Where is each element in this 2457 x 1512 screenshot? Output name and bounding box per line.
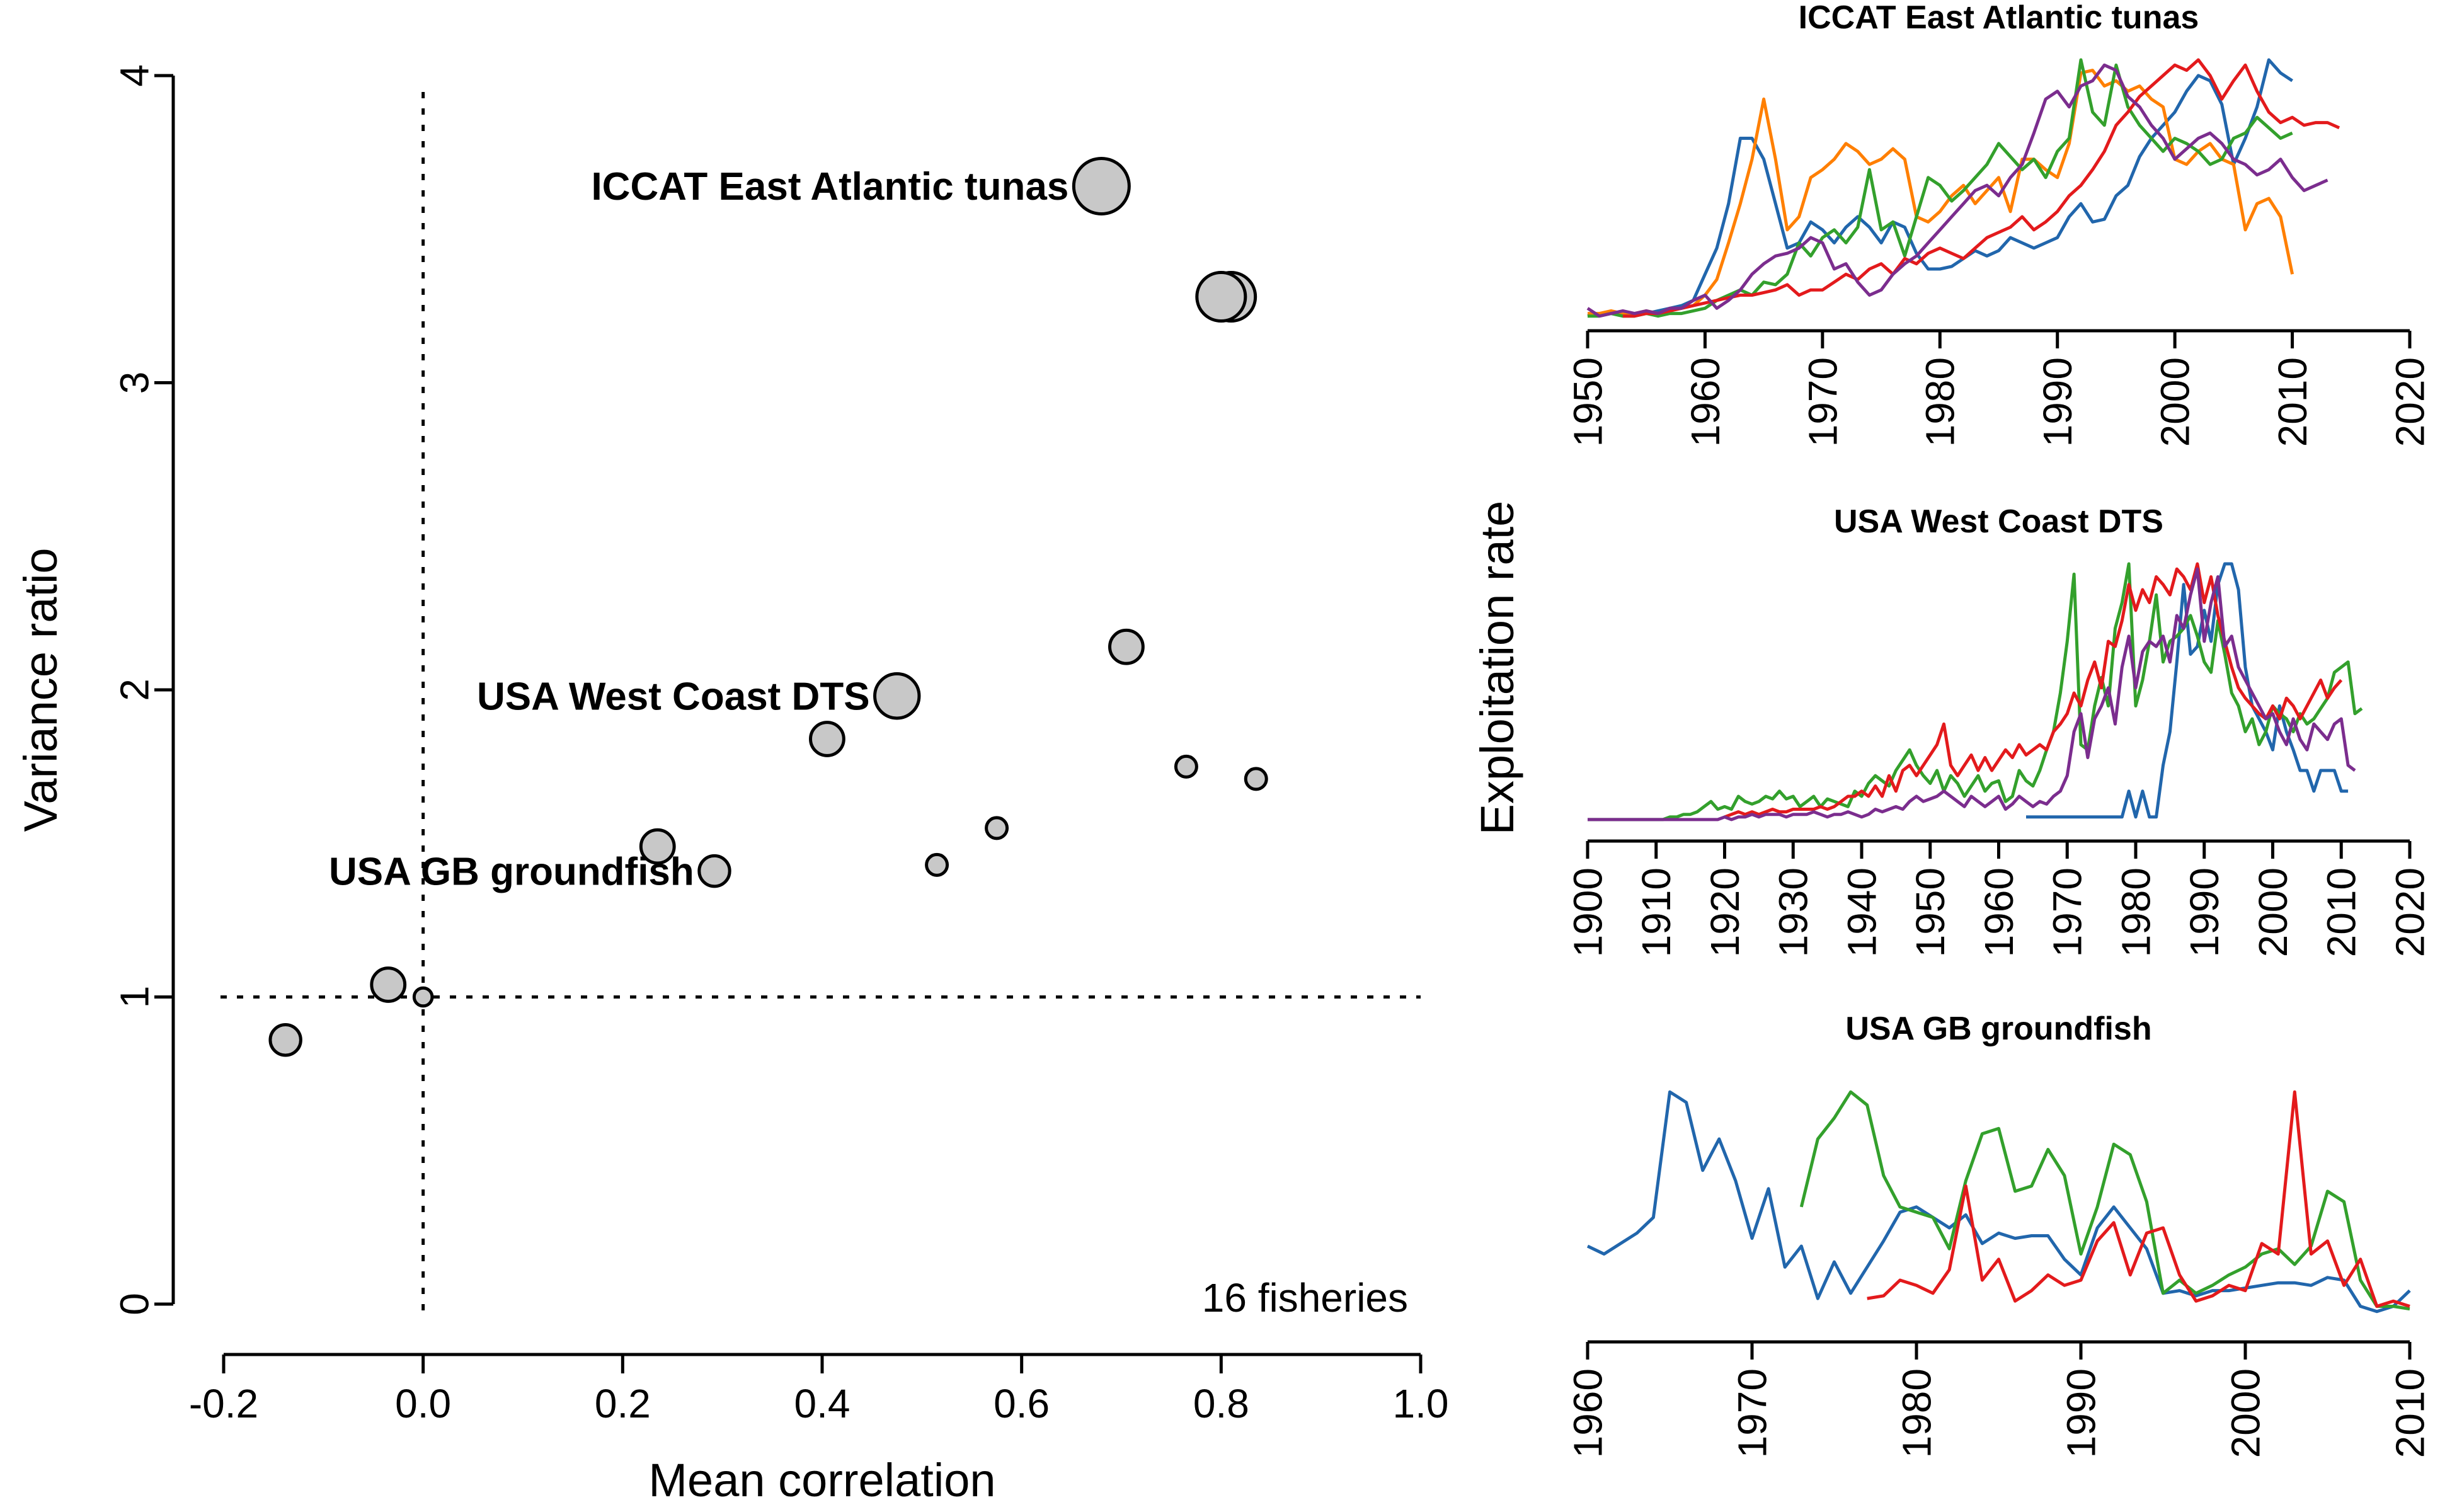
x-tick-label: 0.6 bbox=[994, 1381, 1050, 1426]
x-tick-label: 1980 bbox=[1918, 357, 1963, 447]
x-tick-label: 2000 bbox=[2223, 1368, 2268, 1458]
x-tick-label: 1990 bbox=[2058, 1368, 2104, 1458]
panel-title: USA GB groundfish bbox=[1845, 1011, 2151, 1047]
scatter-point bbox=[1174, 754, 1198, 779]
series-line bbox=[1799, 1090, 2410, 1311]
scatter-point bbox=[268, 1023, 302, 1057]
x-tick-label: 1980 bbox=[1894, 1368, 1939, 1458]
y-tick-label: 0 bbox=[112, 1293, 157, 1315]
y-axis-title: Variance ratio bbox=[14, 547, 67, 832]
scatter-point bbox=[412, 986, 434, 1008]
time-series-panel: ICCAT East Atlantic tunas 1950 1960 1970 198… bbox=[1565, 0, 2432, 447]
series-line bbox=[1588, 69, 2294, 316]
x-tick-label: 1920 bbox=[1702, 868, 1748, 957]
x-tick-label: 0.8 bbox=[1193, 1381, 1249, 1426]
x-tick-label: 1960 bbox=[1976, 868, 2022, 957]
panel-title: USA West Coast DTS bbox=[1834, 503, 2163, 540]
scatter-point bbox=[925, 852, 949, 877]
x-tick-label: 1940 bbox=[1839, 868, 1884, 957]
scatter-point bbox=[809, 721, 845, 757]
x-tick-label: 2000 bbox=[2250, 868, 2296, 957]
fisheries-count-annotation: 16 fisheries bbox=[1202, 1275, 1408, 1320]
scatter-point bbox=[1244, 767, 1268, 791]
x-tick-label: 2020 bbox=[2387, 868, 2432, 957]
x-tick-label: 0.0 bbox=[395, 1381, 451, 1426]
time-series-panel: USA West Coast DTS 1900 1910 1920 1930 1940 19… bbox=[1565, 503, 2432, 957]
x-tick-label: 1960 bbox=[1565, 1368, 1610, 1458]
scatter-point bbox=[370, 966, 407, 1003]
x-tick-label: 1970 bbox=[1729, 1368, 1775, 1458]
series-line bbox=[1586, 1090, 2411, 1314]
x-tick-label: 2010 bbox=[2270, 357, 2315, 447]
scatter-point bbox=[1108, 628, 1145, 665]
x-tick-label: -0.2 bbox=[189, 1381, 258, 1426]
series-line bbox=[1622, 58, 2340, 318]
scatter-point bbox=[1072, 157, 1131, 215]
x-tick-label: 1950 bbox=[1908, 868, 1953, 957]
series-line bbox=[1588, 58, 2293, 318]
scatter-point bbox=[873, 672, 921, 720]
series-line bbox=[1586, 63, 2328, 318]
x-tick-label: 1930 bbox=[1771, 868, 1816, 957]
x-tick-label: 1970 bbox=[2045, 868, 2090, 957]
y-tick-label: 3 bbox=[112, 372, 157, 394]
point-label: ICCAT East Atlantic tunas bbox=[591, 165, 1068, 209]
scatter-point bbox=[697, 854, 731, 888]
y-tick-label: 1 bbox=[112, 986, 157, 1009]
x-tick-label: 2020 bbox=[2387, 357, 2432, 447]
x-tick-label: 1900 bbox=[1565, 868, 1610, 957]
scatter-panel: -0.2 0.0 0.2 0.4 0.6 0.8 1.0 0 1 2 3 4 Mean correlat… bbox=[14, 64, 1448, 1506]
x-tick-label: 1.0 bbox=[1393, 1381, 1449, 1426]
series-line bbox=[1867, 1090, 2410, 1308]
point-label: USA GB groundfish bbox=[329, 850, 694, 893]
x-tick-label: 0.2 bbox=[595, 1381, 651, 1426]
x-tick-label: 0.4 bbox=[794, 1381, 850, 1426]
x-tick-label: 1950 bbox=[1565, 357, 1610, 447]
x-tick-label: 1970 bbox=[1800, 357, 1845, 447]
x-tick-label: 1990 bbox=[2035, 357, 2080, 447]
scatter-point bbox=[639, 828, 676, 865]
x-tick-label: 1910 bbox=[1634, 868, 1679, 957]
panel-title: ICCAT East Atlantic tunas bbox=[1799, 0, 2199, 36]
x-tick-label: 2000 bbox=[2153, 357, 2198, 447]
scatter-point bbox=[985, 816, 1009, 840]
time-series-panels: ICCAT East Atlantic tunas 1950 1960 1970 198… bbox=[1565, 0, 2432, 1458]
x-tick-label: 1960 bbox=[1683, 357, 1728, 447]
time-series-panel: USA GB groundfish 1960 1970 1980 1990 2000 201… bbox=[1565, 1011, 2432, 1458]
x-axis-title: Mean correlation bbox=[648, 1454, 995, 1506]
series-line bbox=[1588, 562, 2363, 822]
series-line bbox=[1587, 58, 2293, 318]
series-line bbox=[1588, 567, 2356, 822]
point-label: USA West Coast DTS bbox=[477, 675, 870, 718]
shared-y-axis-title: Exploitation rate bbox=[1471, 501, 1523, 835]
y-tick-label: 2 bbox=[112, 679, 157, 701]
scatter-point bbox=[1195, 271, 1247, 323]
x-tick-label: 2010 bbox=[2319, 868, 2364, 957]
x-tick-label: 2010 bbox=[2387, 1368, 2432, 1458]
x-tick-label: 1990 bbox=[2182, 868, 2227, 957]
y-tick-label: 4 bbox=[112, 64, 157, 87]
x-tick-label: 1980 bbox=[2113, 868, 2158, 957]
series-line bbox=[1724, 562, 2343, 819]
